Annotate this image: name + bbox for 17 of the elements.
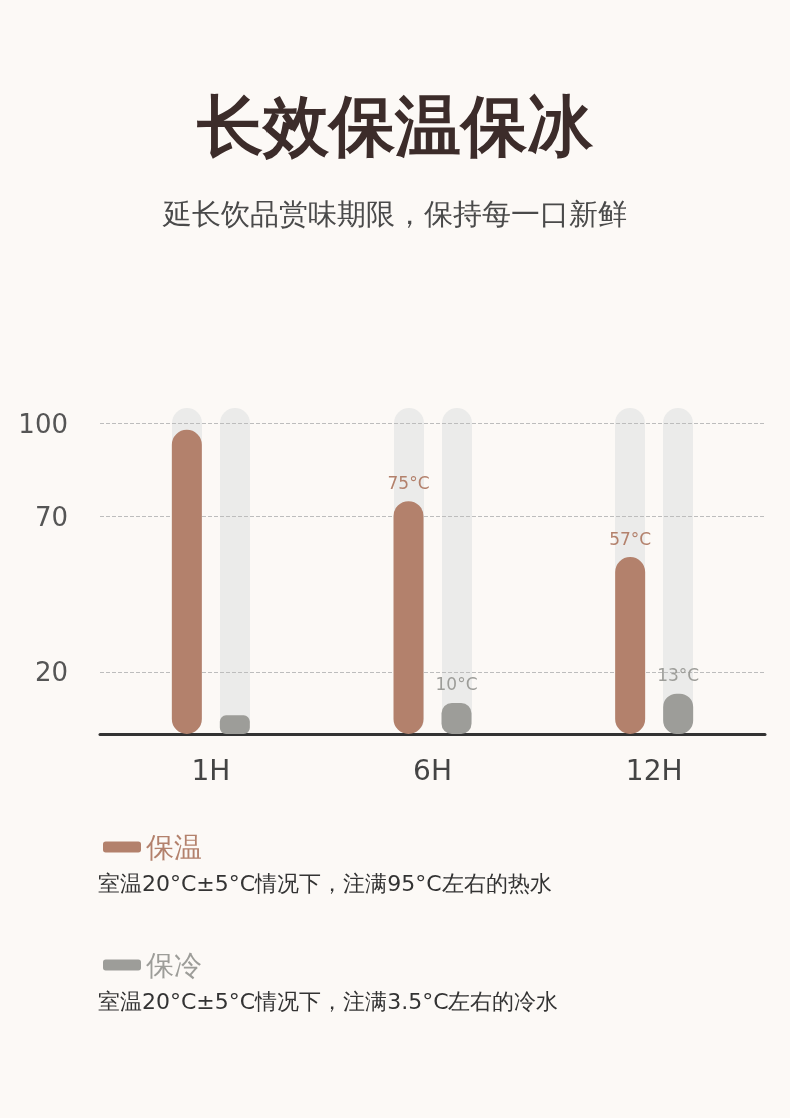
- data-label: 10°C: [435, 674, 478, 695]
- x-tick-label: 6H: [413, 753, 452, 787]
- y-tick-label: 70: [34, 501, 68, 532]
- x-tick-label: 1H: [191, 753, 231, 787]
- text: 室温20°C±5°C情况下，注满95°C左右的热水: [98, 870, 552, 896]
- legend-label: 保温: [146, 830, 202, 864]
- data-label: 75°C: [387, 472, 430, 493]
- y-tick-label: 100: [18, 408, 68, 439]
- data-label: 13°C: [657, 665, 700, 686]
- text: 室温20°C±5°C情况下，注满3.5°C左右的冷水: [98, 988, 559, 1014]
- chart-title: 长效保温保冰: [196, 87, 594, 165]
- data-label: 57°C: [609, 528, 652, 549]
- x-tick-label: 12H: [625, 753, 683, 787]
- legend-label: 保冷: [146, 948, 202, 982]
- y-tick-label: 20: [34, 656, 68, 687]
- chart-subtitle: 延长饮品赏味期限，保持每一口新鲜: [162, 196, 627, 231]
- bar: [219, 715, 250, 734]
